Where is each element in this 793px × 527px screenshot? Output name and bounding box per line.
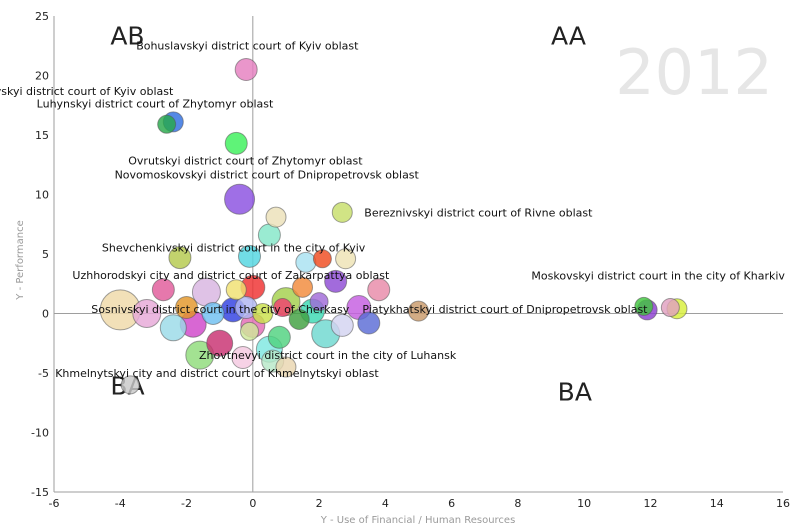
x-tick-label: 2 [316,497,323,510]
quadrant-label: AB [110,22,144,51]
x-tick-label: -4 [115,497,126,510]
tick-labels: -6 -4 -2 0 2 4 6 8 10 12 14 16 -15 -10 -5 0 5 10 15 20 25 [31,10,790,510]
y-tick-label: -5 [38,367,49,380]
bubble-point[interactable] [120,375,140,395]
point-label: Khmelnytskyi city and district court of … [55,367,379,380]
bubble-point[interactable] [168,246,192,270]
year-watermark: 2012 [615,36,773,109]
point-label: Zhovtnevyi district court in the city of… [199,349,457,362]
bubble-point[interactable] [275,356,297,378]
bubble-point[interactable] [408,300,429,322]
point-label: Uzhhorodskyi city and district court of … [72,269,390,282]
quadrant-label: BA [558,377,592,406]
x-tick-label: 16 [776,497,790,510]
point-label: Myronivskyi district court of Kyiv oblas… [0,85,174,98]
bubble-point[interactable] [225,279,247,301]
bubble-point[interactable] [357,311,381,335]
bubble-point[interactable] [234,58,258,82]
x-tick-label: 8 [514,497,521,510]
bubble-point[interactable] [175,296,199,320]
y-tick-label: 15 [35,129,49,142]
y-tick-label: 0 [42,308,49,321]
x-tick-label: 6 [448,497,455,510]
y-tick-label: 20 [35,70,49,83]
bubble-point[interactable] [240,321,260,341]
point-label: Novomoskovskyi district court of Dniprop… [115,168,420,181]
bubble-point[interactable] [224,183,256,215]
point-label: Luhynskyi district court of Zhytomyr obl… [37,97,274,110]
x-axis-title: Y - Use of Financial / Human Resources [320,515,516,526]
point-label: Shevchenkivskyi district court in the ci… [102,242,366,255]
point-label: Piatykhatskyi district court of Dniprope… [362,303,648,316]
bubble-point[interactable] [312,249,332,269]
bubble-point[interactable] [292,276,314,298]
bubble-point[interactable] [201,302,225,325]
bubble-point[interactable] [660,298,680,318]
x-tick-label: 0 [249,497,256,510]
bubbles [99,58,688,395]
x-tick-label: -6 [49,497,60,510]
bubble-point[interactable] [367,278,391,302]
bubble-point[interactable] [273,298,293,318]
bubble-point[interactable] [335,248,357,270]
bubble-point[interactable] [267,325,291,349]
bubble-point[interactable] [191,277,221,307]
quadrant-label: AA [551,22,586,51]
bubble-point[interactable] [224,131,248,155]
y-axis-title: Y - Performance [15,220,26,300]
point-label: Bohuslavskyi district court of Kyiv obla… [136,40,359,53]
bubble-point[interactable] [324,269,348,293]
point-label: Ovrutskyi district court of Zhytomyr obl… [128,154,363,167]
bubble-point[interactable] [634,296,654,316]
point-label: Sosnivskyi district court in the city of… [91,303,350,316]
bubble-point[interactable] [265,206,287,228]
bubble-point[interactable] [231,346,255,370]
y-tick-label: 10 [35,189,49,202]
x-tick-label: -2 [181,497,192,510]
point-label: Moskovskyi district court in the city of… [531,270,785,283]
bubble-point[interactable] [151,278,175,302]
bubble-point[interactable] [288,308,310,330]
bubble-point[interactable] [330,313,354,337]
x-tick-label: 10 [577,497,591,510]
x-tick-label: 4 [382,497,389,510]
bubble-point[interactable] [238,244,262,268]
x-tick-label: 14 [710,497,724,510]
point-labels: Bohuslavskyi district court of Kyiv obla… [0,40,785,380]
bubble-point[interactable] [157,114,177,134]
y-tick-label: -10 [31,427,49,440]
y-tick-label: -15 [31,486,49,499]
bubble-point[interactable] [159,314,187,342]
bubble-point[interactable] [309,292,329,312]
bubble-point[interactable] [132,299,162,328]
point-label: Bereznivskyi district court of Rivne obl… [364,206,593,219]
bubble-point[interactable] [331,201,353,223]
x-tick-label: 12 [643,497,657,510]
y-tick-label: 5 [42,248,49,261]
y-tick-label: 25 [35,10,49,23]
bubble-point[interactable] [252,303,274,324]
bubble-point[interactable] [206,329,234,357]
